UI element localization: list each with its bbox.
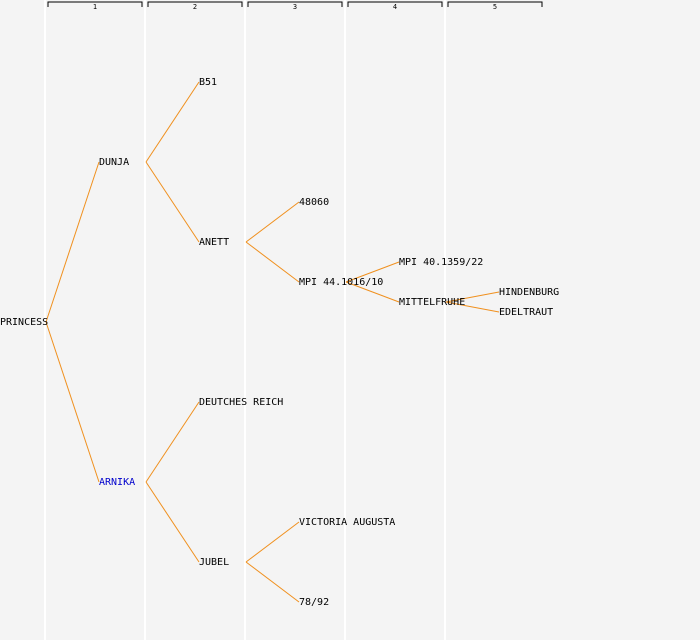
pedigree-link bbox=[145, 481, 200, 563]
node-label: 48060 bbox=[299, 197, 329, 208]
node-label: HINDENBURG bbox=[499, 287, 559, 298]
column-header: 5 bbox=[493, 3, 497, 11]
column-bracket bbox=[47, 1, 143, 7]
node-label: MPI 44.1016/10 bbox=[299, 277, 383, 288]
pedigree-link bbox=[145, 161, 200, 243]
pedigree-link bbox=[345, 261, 400, 283]
node-label: VICTORIA AUGUSTA bbox=[299, 517, 395, 528]
column-bracket bbox=[247, 1, 343, 7]
pedigree-link bbox=[245, 241, 300, 283]
node-label: MPI 40.1359/22 bbox=[399, 257, 483, 268]
column-header: 1 bbox=[93, 3, 97, 11]
column-header: 3 bbox=[293, 3, 297, 11]
column-bracket bbox=[347, 1, 443, 7]
node-label: B51 bbox=[199, 77, 217, 88]
column-header: 4 bbox=[393, 3, 397, 11]
pedigree-link bbox=[145, 81, 200, 163]
column-header: 2 bbox=[193, 3, 197, 11]
pedigree-link bbox=[445, 291, 500, 303]
pedigree-link bbox=[145, 401, 200, 483]
column-bracket bbox=[147, 1, 243, 7]
pedigree-link bbox=[445, 301, 500, 313]
node-label: ANETT bbox=[199, 237, 229, 248]
node-label: DEUTCHES REICH bbox=[199, 397, 283, 408]
column-bracket bbox=[447, 1, 543, 7]
node-label: PRINCESS bbox=[0, 317, 48, 328]
node-label: JUBEL bbox=[199, 557, 229, 568]
pedigree-link bbox=[45, 161, 100, 323]
pedigree-link bbox=[245, 201, 300, 243]
node-label: EDELTRAUT bbox=[499, 307, 553, 318]
pedigree-link bbox=[45, 321, 100, 483]
node-label: DUNJA bbox=[99, 157, 129, 168]
pedigree-link bbox=[345, 281, 400, 303]
node-label: MITTELFRUHE bbox=[399, 297, 465, 308]
node-label: ARNIKA bbox=[99, 477, 135, 488]
pedigree-link bbox=[245, 561, 300, 603]
pedigree-link bbox=[245, 521, 300, 563]
node-label: 78/92 bbox=[299, 597, 329, 608]
